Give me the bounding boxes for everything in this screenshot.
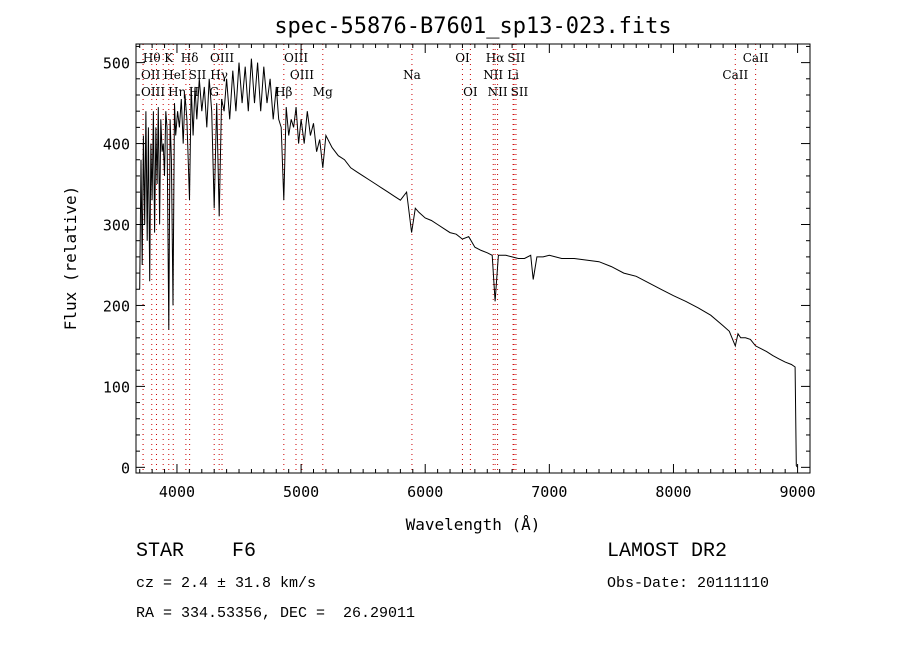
x-axis-label: Wavelength (Å)	[406, 515, 541, 534]
spectral-line-label: SII	[511, 85, 529, 99]
subclass-label: F6	[232, 540, 257, 563]
x-tick-label: 9000	[780, 483, 816, 501]
redshift-label: cz = 2.4 ± 31.8 km/s	[136, 575, 317, 592]
spectral-line-label: Hα	[486, 51, 505, 65]
coordinates-label: RA = 334.53356, DEC = 26.29011	[136, 605, 416, 622]
obs-date-label: Obs-Date: 20111110	[607, 575, 770, 592]
spectral-line-label: OIII	[210, 51, 234, 65]
spectral-line-label: SII	[189, 68, 207, 82]
spectral-line-label: Hδ	[181, 51, 199, 65]
class-label: STAR	[136, 540, 185, 563]
y-tick-label: 100	[103, 378, 130, 396]
object-class: STAR F6	[136, 540, 256, 563]
y-tick-label: 500	[103, 55, 130, 73]
plot-frame	[135, 43, 811, 474]
spectral-line-label: Hη	[168, 85, 186, 99]
spectral-line-label: OIII	[284, 51, 308, 65]
spectral-line-label: G	[209, 85, 219, 99]
spectral-line-label: NII	[488, 85, 508, 99]
spectral-line-label: H	[189, 85, 199, 99]
spectrum-line	[139, 58, 798, 468]
spectral-line-label: Na	[403, 68, 421, 82]
spectral-line-label: CaII	[722, 68, 748, 82]
x-tick-label: 4000	[159, 483, 195, 501]
spectral-line-label: Hθ	[143, 51, 161, 65]
y-axis-label: Flux (relative)	[61, 186, 80, 331]
spectral-line-label: Mg	[313, 85, 333, 99]
y-tick-label: 200	[103, 297, 130, 315]
spectral-line-label: OII	[141, 68, 161, 82]
x-tick-label: 5000	[283, 483, 319, 501]
survey-label: LAMOST DR2	[607, 540, 728, 563]
spectral-line-label: K	[164, 51, 174, 65]
spectral-line-label: OI	[455, 51, 470, 65]
spectral-line-label: OIII	[290, 68, 314, 82]
spectral-line-label: SII	[507, 51, 525, 65]
spectral-line-label: OI	[463, 85, 478, 99]
y-tick-label: 400	[103, 136, 130, 154]
y-tick-label: 300	[103, 217, 130, 235]
spectral-line-label: Hβ	[275, 85, 292, 99]
spectral-line-label: Hγ	[210, 68, 228, 82]
spectral-line-label: HeI	[163, 68, 186, 82]
chart-title: spec-55876-B7601_sp13-023.fits	[274, 14, 671, 39]
x-tick-label: 6000	[407, 483, 443, 501]
spectral-line-label: Li	[507, 68, 519, 82]
x-tick-label: 7000	[531, 483, 567, 501]
spectral-line-label: OIII	[141, 85, 165, 99]
spectral-line-label: CaII	[743, 51, 769, 65]
y-tick-label: 0	[121, 459, 130, 477]
x-tick-label: 8000	[655, 483, 691, 501]
spectral-line-label: NII	[483, 68, 503, 82]
